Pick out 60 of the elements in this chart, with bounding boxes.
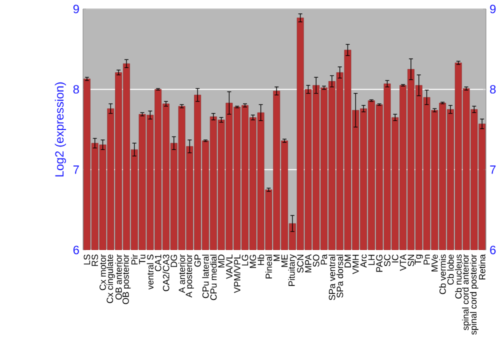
y2-tick-label: 7 [490,166,496,174]
x-tick-label: OB anterior [115,254,122,300]
x-tick-label: DM [344,254,351,268]
x-tick-label: CPu medial [210,254,217,300]
x-tick-label: MVe [432,254,438,272]
x-tick-label: VMH [352,254,359,274]
y-axis-title: Log2 (expression) [54,82,66,176]
x-tick-label: Pir [131,254,138,264]
x-tick-label: Hb [258,254,264,265]
x-tick-label: ME [281,254,288,267]
x-tick-label: Tu [139,254,146,264]
x-tick-label: CPu lateral [202,254,209,298]
x-tick-label: SPa dorsal [336,254,344,298]
x-tick-label: MG [250,254,256,268]
x-tick-label: Pineal [265,254,272,278]
x-tick-label: IC [392,254,398,262]
x-tick-label: SCN [297,254,304,273]
x-tick-label: Cx motor [100,254,106,290]
x-tick-label: CA2/CA3 [162,254,170,292]
y-tick-label: 8 [73,85,79,94]
x-tick-label: ventral S [146,254,154,290]
x-tick-label: Cb nucleus [455,254,462,299]
y2-tick-label: 6 [490,246,496,254]
y2-tick-label: 9 [490,4,496,14]
x-tick-label: Arc [360,254,367,268]
x-tick-label: Cx cingulate [106,254,115,304]
x-tick-label: SPa ventral [328,254,336,300]
x-tick-label: spinal cord posterior [470,254,478,335]
x-tick-label: LG [242,254,248,266]
x-tick-label: SN [408,254,414,266]
x-tick-label: CA1 [154,254,162,272]
x-tick-label: spinal cord anterior [462,254,470,330]
x-tick-label: VPM/VPL [234,254,240,294]
x-tick-label: LH [368,254,375,265]
y-tick-label: 6 [73,246,79,254]
x-tick-label: M [274,254,280,261]
x-tick-label: OB posterior [122,254,131,304]
x-tick-label: RS [92,254,98,266]
x-tick-label: Pituitary [288,254,297,286]
x-tick-label: MPA [305,254,312,272]
x-tick-label: VTA [400,254,406,271]
x-tick-label: DG [170,254,178,267]
x-tick-label: SC [384,254,390,266]
y-tick-label: 9 [73,4,79,14]
x-tick-label: VA/VL [226,254,232,279]
x-tick-label: PAG [376,254,383,272]
x-tick-label: A posterior [186,254,194,298]
x-tick-label: Cb lobe [447,254,454,285]
y2-tick-label: 8 [490,85,496,94]
y-tick-label: 7 [73,166,79,174]
x-tick-label: Pn [424,254,430,264]
x-tick-label: SO [312,254,320,267]
x-tick-label: Tg [414,254,423,264]
x-tick-label: Retina [478,254,486,280]
x-tick-label: GP [194,254,201,267]
x-tick-label: LS [84,254,90,264]
x-tick-label: Cb vermis [439,254,446,294]
x-tick-label: A anterior [178,254,186,294]
x-tick-label: Pa [320,254,328,264]
x-tick-label: MD [218,254,224,268]
